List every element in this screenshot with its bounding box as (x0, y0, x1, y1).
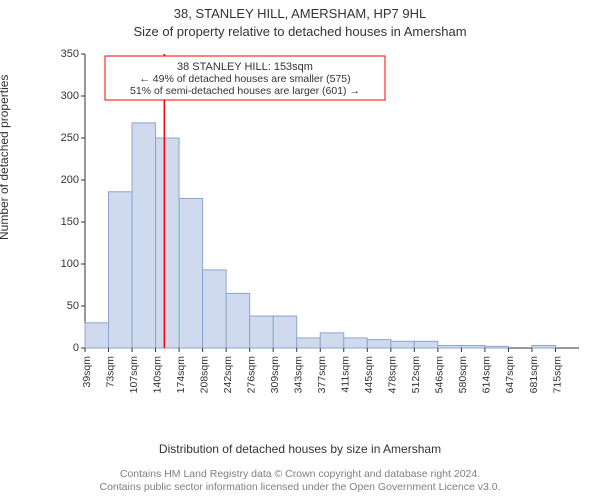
histogram-bar (250, 316, 274, 348)
x-tick-label: 377sqm (316, 356, 328, 394)
histogram-bar (485, 346, 509, 348)
svg-text:50: 50 (67, 300, 79, 312)
histogram-bar (109, 192, 133, 348)
y-axis-label: Number of detached properties (0, 75, 11, 240)
histogram-bar (297, 338, 321, 348)
x-tick-label: 478sqm (387, 356, 399, 394)
histogram-bar (532, 345, 556, 348)
histogram-bar (367, 340, 391, 348)
attribution-text: Contains HM Land Registry data © Crown c… (0, 468, 600, 494)
histogram-bar (344, 338, 368, 348)
x-tick-label: 614sqm (481, 356, 493, 394)
x-tick-label: 512sqm (410, 356, 422, 394)
histogram-bar (156, 138, 180, 348)
histogram-bar (85, 323, 109, 348)
chart-container: { "super_title": "38, STANLEY HILL, AMER… (0, 0, 600, 500)
callout-line-2: ← 49% of detached houses are smaller (57… (139, 73, 350, 85)
histogram-bar (438, 345, 462, 348)
svg-text:150: 150 (61, 216, 79, 228)
histogram-bar (414, 341, 438, 348)
x-tick-label: 681sqm (528, 356, 540, 394)
callout-line-1: 38 STANLEY HILL: 153sqm (177, 61, 313, 73)
x-axis-label: Distribution of detached houses by size … (0, 442, 600, 456)
x-tick-label: 445sqm (363, 356, 375, 394)
x-tick-label: 309sqm (269, 356, 281, 394)
page-title: 38, STANLEY HILL, AMERSHAM, HP7 9HL (0, 6, 600, 21)
histogram-bar (179, 198, 203, 348)
histogram-bar (226, 293, 250, 348)
x-tick-label: 73sqm (104, 356, 116, 388)
x-tick-label: 39sqm (81, 356, 93, 388)
x-tick-label: 546sqm (434, 356, 446, 394)
svg-text:300: 300 (61, 90, 79, 102)
x-tick-label: 208sqm (198, 356, 210, 394)
x-tick-label: 647sqm (504, 356, 516, 394)
x-tick-label: 276sqm (245, 356, 257, 394)
callout-line-3: 51% of semi-detached houses are larger (… (130, 85, 360, 97)
x-tick-label: 343sqm (292, 356, 304, 394)
plot-area: 0 50 100 150 200 250 300 350 39sqm 73sqm 107sqm 140… (55, 48, 585, 396)
chart-subtitle: Size of property relative to detached ho… (0, 24, 600, 39)
histogram-bar (320, 333, 344, 348)
histogram-bar (132, 123, 156, 348)
svg-text:250: 250 (61, 132, 79, 144)
svg-text:0: 0 (73, 342, 79, 354)
svg-text:200: 200 (61, 174, 79, 186)
x-tick-label: 715sqm (551, 356, 563, 394)
x-tick-label: 140sqm (151, 356, 163, 394)
chart-svg: 0 50 100 150 200 250 300 350 39sqm 73sqm 107sqm 140… (55, 48, 585, 396)
histogram-bar (273, 316, 297, 348)
x-tick-label: 174sqm (175, 356, 187, 394)
attribution-line-2: Contains public sector information licen… (0, 481, 600, 494)
x-tick-label: 107sqm (128, 356, 140, 394)
histogram-bar (391, 341, 415, 348)
histogram-bar (461, 345, 485, 348)
attribution-line-1: Contains HM Land Registry data © Crown c… (0, 468, 600, 481)
svg-text:350: 350 (61, 48, 79, 60)
histogram-bar (203, 270, 227, 348)
x-tick-label: 580sqm (457, 356, 469, 394)
x-tick-label: 242sqm (222, 356, 234, 394)
svg-text:100: 100 (61, 258, 79, 270)
x-tick-label: 411sqm (340, 356, 352, 393)
